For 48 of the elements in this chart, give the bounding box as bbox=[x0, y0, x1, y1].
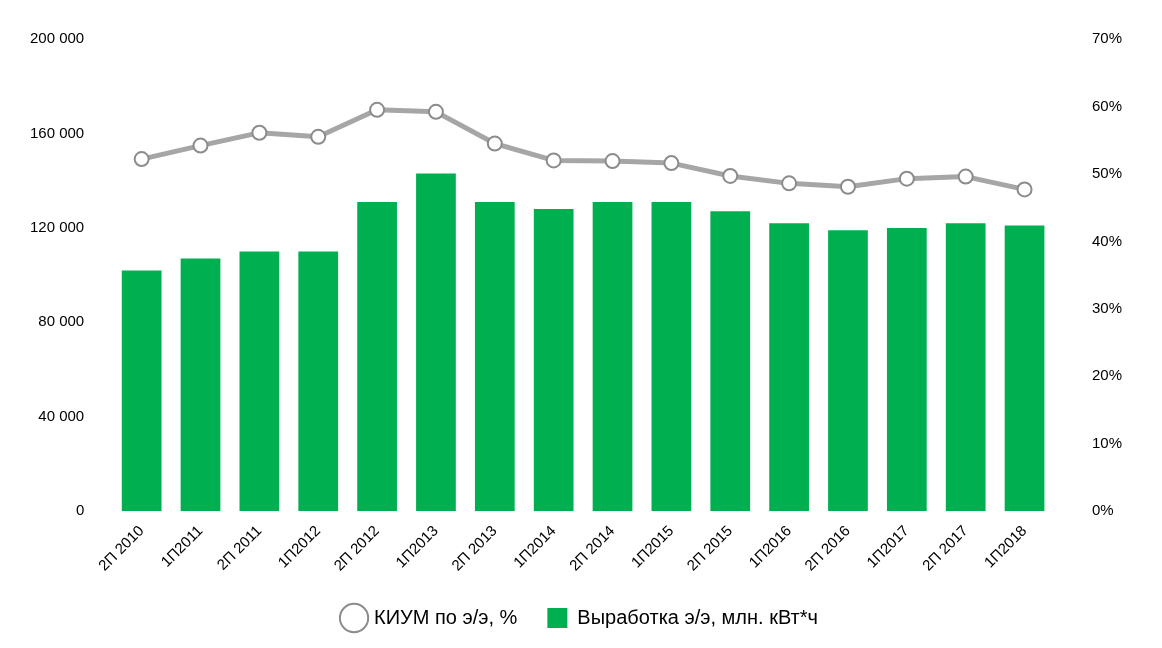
point bbox=[133, 151, 150, 168]
bar bbox=[651, 201, 692, 512]
point bbox=[957, 168, 974, 185]
bar bbox=[769, 223, 809, 512]
y2-tick-label: 50% bbox=[1091, 164, 1123, 182]
y-tick-label: 0 bbox=[75, 501, 85, 519]
y2-tick-label: 70% bbox=[1091, 29, 1123, 47]
bar bbox=[474, 201, 515, 512]
point bbox=[251, 124, 268, 141]
bar bbox=[121, 270, 162, 512]
y-tick-label: 120 000 bbox=[29, 218, 85, 236]
point bbox=[192, 137, 209, 154]
point bbox=[898, 170, 915, 187]
point bbox=[310, 128, 327, 145]
bar bbox=[180, 258, 221, 512]
y2-tick-label: 20% bbox=[1091, 366, 1123, 384]
y-tick-label: 80 000 bbox=[38, 312, 85, 330]
point bbox=[722, 167, 739, 184]
bar bbox=[710, 211, 751, 512]
y2-tick-label: 10% bbox=[1091, 433, 1123, 451]
y-tick-label: 40 000 bbox=[38, 406, 85, 424]
legend-label: Выработка э/э, млн. кВт*ч bbox=[577, 605, 818, 628]
bar bbox=[298, 251, 339, 512]
y2-tick-label: 0% bbox=[1091, 501, 1114, 519]
bar bbox=[1004, 225, 1045, 512]
bar bbox=[945, 223, 986, 512]
y2-tick-label: 30% bbox=[1091, 298, 1123, 316]
bar bbox=[416, 173, 456, 512]
point bbox=[545, 152, 562, 169]
bar bbox=[239, 251, 280, 512]
legend-label: КИУМ по э/э, % bbox=[374, 605, 518, 628]
point bbox=[781, 175, 798, 192]
point bbox=[1016, 181, 1033, 198]
point bbox=[427, 103, 444, 120]
y2-tick-label: 60% bbox=[1091, 96, 1123, 114]
y-tick-label: 200 000 bbox=[29, 29, 85, 47]
bar bbox=[533, 209, 574, 512]
bar bbox=[592, 201, 633, 512]
point bbox=[486, 135, 503, 152]
bar bbox=[828, 230, 868, 512]
point bbox=[604, 153, 621, 170]
y-tick-label: 160 000 bbox=[29, 123, 85, 141]
bar bbox=[886, 227, 927, 512]
point bbox=[369, 101, 386, 118]
point bbox=[839, 178, 856, 195]
y2-tick-label: 40% bbox=[1091, 231, 1123, 249]
bar bbox=[357, 201, 397, 512]
point bbox=[663, 155, 680, 172]
